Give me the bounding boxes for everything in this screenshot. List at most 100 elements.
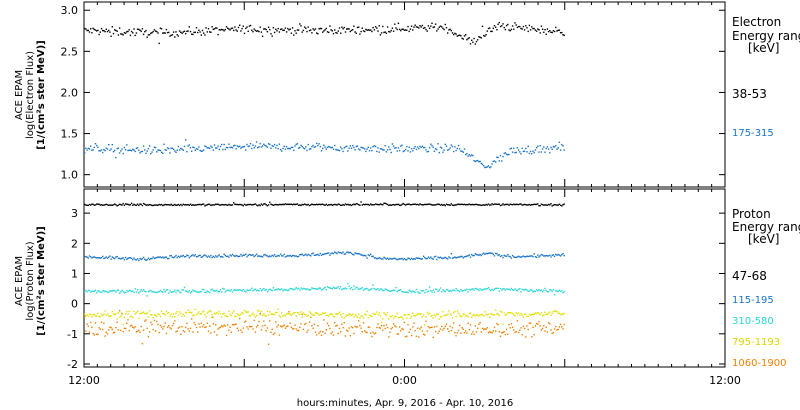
proton-point-115-195 bbox=[287, 255, 289, 257]
proton-point-47-68 bbox=[437, 203, 439, 205]
proton-point-47-68 bbox=[514, 203, 516, 206]
proton-point-310-580 bbox=[247, 289, 249, 292]
proton-point-115-195 bbox=[502, 256, 504, 259]
proton-point-1060-1900 bbox=[111, 328, 113, 331]
electron-point-38-53 bbox=[501, 25, 503, 27]
proton-point-47-68 bbox=[382, 204, 384, 206]
proton-point-795-1193 bbox=[508, 311, 510, 314]
electron-point-175-315 bbox=[334, 144, 336, 147]
electron-point-38-53 bbox=[341, 26, 343, 28]
proton-point-1060-1900 bbox=[413, 322, 415, 324]
proton-point-47-68 bbox=[362, 203, 365, 205]
proton-point-115-195 bbox=[528, 255, 531, 257]
proton-point-795-1193 bbox=[94, 315, 97, 317]
proton-point-1060-1900 bbox=[291, 328, 294, 330]
proton-point-115-195 bbox=[324, 253, 326, 255]
proton-point-47-68 bbox=[383, 202, 385, 204]
proton-point-310-580 bbox=[159, 289, 162, 292]
electron-point-38-53 bbox=[484, 35, 486, 37]
proton-point-310-580 bbox=[301, 288, 303, 290]
proton-point-1060-1900 bbox=[403, 321, 406, 324]
electron-point-38-53 bbox=[102, 29, 104, 32]
electron-point-175-315 bbox=[415, 148, 418, 151]
proton-point-47-68 bbox=[178, 204, 181, 207]
electron-point-38-53 bbox=[563, 34, 565, 37]
proton-point-47-68 bbox=[153, 204, 156, 206]
proton-point-795-1193 bbox=[365, 313, 367, 316]
proton-legend-unit: [keV] bbox=[748, 232, 779, 246]
proton-point-310-580 bbox=[386, 289, 389, 292]
proton-point-47-68 bbox=[525, 204, 527, 206]
proton-point-310-580 bbox=[135, 291, 138, 293]
proton-point-310-580 bbox=[359, 288, 361, 290]
electron-point-38-53 bbox=[236, 30, 238, 32]
proton-point-115-195 bbox=[271, 254, 273, 256]
proton-point-47-68 bbox=[528, 203, 531, 206]
electron-point-175-315 bbox=[308, 148, 311, 150]
proton-point-47-68 bbox=[501, 204, 503, 206]
proton-point-1060-1900 bbox=[408, 331, 410, 333]
proton-point-795-1193 bbox=[182, 313, 184, 315]
proton-point-47-68 bbox=[189, 203, 192, 205]
electron-point-175-315 bbox=[122, 152, 124, 155]
electron-point-38-53 bbox=[140, 30, 142, 32]
proton-point-47-68 bbox=[461, 203, 463, 205]
proton-point-310-580 bbox=[216, 289, 218, 292]
proton-point-1060-1900 bbox=[84, 316, 86, 318]
proton-point-1060-1900 bbox=[358, 320, 360, 322]
proton-point-310-580 bbox=[403, 291, 406, 294]
proton-point-115-195 bbox=[469, 256, 472, 258]
proton-point-795-1193 bbox=[142, 311, 145, 313]
proton-point-795-1193 bbox=[93, 313, 95, 316]
proton-point-310-580 bbox=[431, 291, 433, 293]
electron-point-38-53 bbox=[473, 37, 475, 40]
x-tick-label: 12:00 bbox=[709, 374, 741, 387]
proton-point-1060-1900 bbox=[306, 331, 308, 333]
proton-point-795-1193 bbox=[241, 311, 243, 314]
proton-point-310-580 bbox=[102, 290, 104, 292]
proton-point-310-580 bbox=[527, 290, 529, 292]
electron-point-175-315 bbox=[234, 144, 236, 146]
proton-point-1060-1900 bbox=[227, 324, 229, 326]
proton-point-795-1193 bbox=[400, 316, 402, 318]
proton-point-47-68 bbox=[469, 204, 472, 206]
electron-point-38-53 bbox=[207, 28, 210, 30]
electron-point-38-53 bbox=[211, 26, 213, 28]
proton-point-310-580 bbox=[380, 288, 383, 290]
proton-point-795-1193 bbox=[133, 310, 135, 313]
proton-point-115-195 bbox=[346, 251, 348, 254]
proton-point-1060-1900 bbox=[489, 331, 491, 333]
proton-point-47-68 bbox=[558, 203, 561, 205]
proton-point-1060-1900 bbox=[330, 332, 332, 335]
proton-point-795-1193 bbox=[171, 316, 174, 318]
proton-point-310-580 bbox=[234, 289, 236, 291]
proton-point-1060-1900 bbox=[428, 327, 431, 329]
proton-point-310-580 bbox=[428, 286, 431, 288]
proton-point-47-68 bbox=[165, 204, 168, 206]
proton-point-1060-1900 bbox=[206, 322, 208, 324]
electron-point-175-315 bbox=[360, 146, 362, 149]
proton-point-115-195 bbox=[132, 259, 134, 261]
proton-point-795-1193 bbox=[479, 313, 481, 316]
proton-point-310-580 bbox=[300, 287, 302, 289]
proton-point-795-1193 bbox=[552, 310, 555, 313]
proton-point-115-195 bbox=[515, 256, 517, 259]
proton-point-47-68 bbox=[475, 203, 478, 206]
electron-point-38-53 bbox=[529, 29, 532, 31]
electron-point-175-315 bbox=[165, 149, 168, 151]
electron-point-38-53 bbox=[225, 26, 228, 28]
electron-point-175-315 bbox=[475, 160, 478, 162]
proton-point-115-195 bbox=[145, 259, 147, 261]
proton-point-115-195 bbox=[295, 255, 297, 257]
proton-point-47-68 bbox=[104, 204, 106, 206]
electron-point-175-315 bbox=[112, 151, 115, 153]
proton-point-310-580 bbox=[195, 291, 198, 293]
electron-point-38-53 bbox=[312, 28, 314, 30]
electron-point-175-315 bbox=[209, 147, 211, 149]
electron-point-38-53 bbox=[273, 31, 276, 34]
proton-point-795-1193 bbox=[495, 309, 497, 311]
proton-point-47-68 bbox=[134, 204, 136, 206]
proton-point-795-1193 bbox=[270, 313, 272, 315]
proton-point-795-1193 bbox=[371, 315, 373, 318]
proton-point-1060-1900 bbox=[297, 329, 300, 332]
